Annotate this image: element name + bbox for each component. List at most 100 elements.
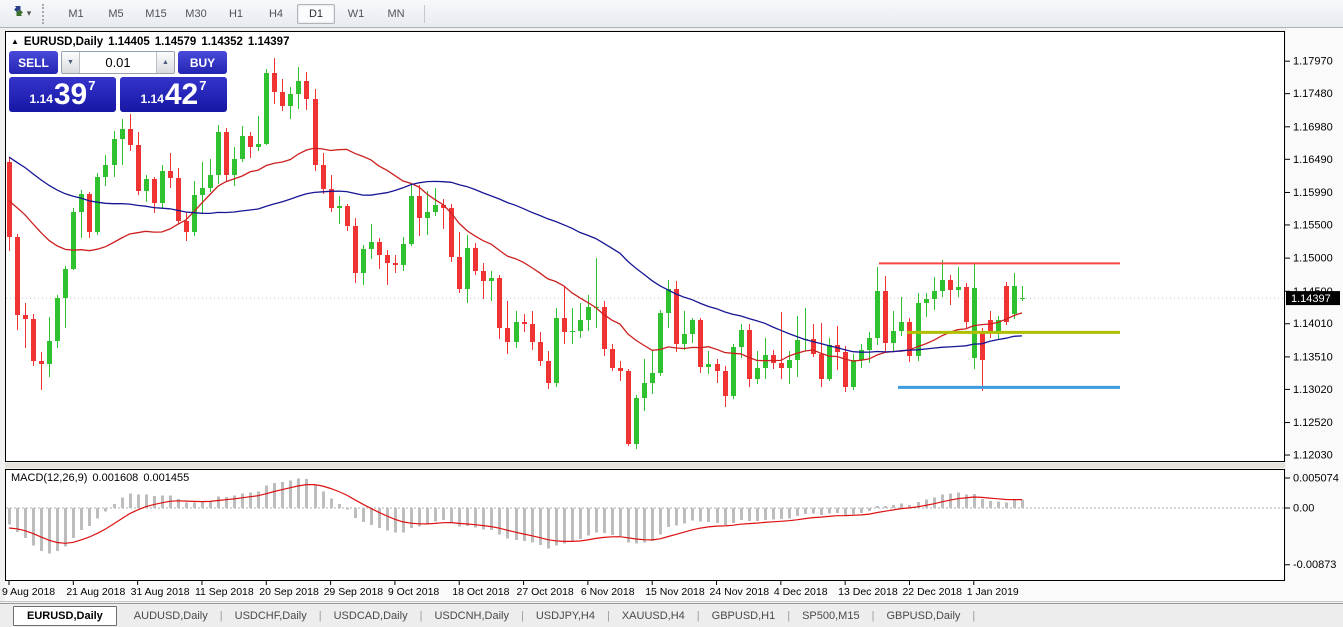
price-pane[interactable] (6, 58, 1284, 449)
ohlc-high: 1.14579 (154, 36, 197, 48)
timeframe-button-mn[interactable]: MN (387, 7, 405, 20)
chart-tab-audusd-daily[interactable]: AUDUSD,Daily (133, 609, 208, 622)
toolbar-separator (424, 4, 425, 23)
candles-layer (7, 58, 1025, 449)
chart-tab-usdchf-daily[interactable]: USDCHF,Daily (234, 609, 307, 622)
price-axis: 1.17970 1.17480 1.16980 1.16490 1.15990 1.155… (1285, 56, 1340, 462)
svg-text:15 Nov 2018: 15 Nov 2018 (645, 586, 705, 598)
buy-button[interactable]: BUY (178, 51, 227, 74)
ma-slow-line (8, 156, 1023, 353)
arrange-arrows-button[interactable]: ▾ (6, 3, 36, 25)
timeframe-button-m30[interactable]: M30 (185, 7, 207, 20)
svg-text:1.12030: 1.12030 (1293, 450, 1333, 462)
tab-separator: | (696, 609, 700, 622)
macd-name: MACD(12,26,9) (11, 472, 88, 484)
volume-input[interactable]: 0.01 (105, 55, 131, 70)
chart-tab-usdjpy-h4[interactable]: USDJPY,H4 (535, 609, 595, 622)
svg-text:4 Dec 2018: 4 Dec 2018 (774, 586, 828, 598)
chart-tab-gbpusd-h1[interactable]: GBPUSD,H1 (711, 609, 776, 622)
chart-title: ▲ EURUSD,Daily 1.14405 1.14579 1.14352 1.1439… (11, 36, 289, 48)
timeframe-buttons: M1 M5 M15 M30 H1 H4 D1 W1 MN (56, 3, 416, 24)
toolbar-grip-handle[interactable] (42, 3, 48, 24)
chart-tab-sp500-m15[interactable]: SP500,M15 (802, 609, 860, 622)
tab-separator: | (871, 609, 875, 622)
tab-separator: | (318, 609, 322, 622)
tab-separator: | (521, 609, 524, 622)
svg-text:1.17970: 1.17970 (1293, 56, 1333, 68)
macd-indicator-label: MACD(12,26,9) 0.001608 0.001455 (11, 472, 194, 484)
tab-separator: | (419, 609, 423, 622)
svg-text:13 Dec 2018: 13 Dec 2018 (838, 586, 898, 598)
timeframe-button-h1[interactable]: H1 (228, 7, 244, 20)
chart-tab-usdcnh-daily[interactable]: USDCNH,Daily (434, 609, 509, 622)
chevron-down-icon: ▾ (26, 8, 32, 18)
svg-text:21 Aug 2018: 21 Aug 2018 (66, 586, 125, 598)
arrange-arrows-icon (11, 4, 26, 23)
svg-text:11 Sep 2018: 11 Sep 2018 (195, 586, 254, 598)
macd-signal-value: 0.001455 (143, 472, 190, 484)
tab-separator: | (606, 609, 610, 622)
tab-separator: | (219, 609, 223, 622)
volume-decrease-button[interactable]: ▼ (62, 52, 80, 73)
svg-text:9 Oct 2018: 9 Oct 2018 (388, 586, 440, 598)
svg-text:24 Nov 2018: 24 Nov 2018 (710, 586, 770, 598)
timeframe-button-h4[interactable]: H4 (268, 7, 284, 20)
svg-text:31 Aug 2018: 31 Aug 2018 (131, 586, 190, 598)
current-price-value: 1.14397 (1291, 293, 1331, 305)
chart-tab-bar: EURUSD,Daily AUDUSD,Daily | USDCHF,Daily | US… (0, 603, 1343, 627)
sell-button[interactable]: SELL (9, 51, 58, 74)
sell-price-big: 39 (53, 78, 88, 112)
svg-text:1.13020: 1.13020 (1293, 384, 1333, 396)
svg-text:0.005074: 0.005074 (1293, 473, 1339, 485)
timeframe-button-w1[interactable]: W1 (347, 7, 365, 20)
pane-splitter[interactable] (5, 463, 1285, 468)
svg-text:1 Jan 2019: 1 Jan 2019 (967, 586, 1019, 598)
sell-price-prefix: 1.14 (29, 92, 53, 107)
svg-text:1.15000: 1.15000 (1293, 253, 1333, 265)
ohlc-low: 1.14352 (201, 36, 243, 48)
svg-text:9 Aug 2018: 9 Aug 2018 (2, 586, 55, 598)
svg-text:1.16980: 1.16980 (1293, 121, 1333, 133)
svg-text:1.13510: 1.13510 (1293, 351, 1333, 363)
symbol-marker-icon: ▲ (11, 37, 19, 46)
svg-text:1.15990: 1.15990 (1293, 187, 1333, 199)
svg-text:6 Nov 2018: 6 Nov 2018 (581, 586, 635, 598)
svg-text:29 Sep 2018: 29 Sep 2018 (324, 586, 384, 598)
timeframe-button-m15[interactable]: M15 (145, 7, 167, 20)
macd-pane[interactable] (6, 478, 1284, 554)
ohlc-close: 1.14397 (247, 36, 290, 48)
buy-price-prefix: 1.14 (140, 92, 164, 107)
timeframe-button-m1[interactable]: M1 (68, 7, 84, 20)
sell-price-button[interactable]: 1.14 39 7 (9, 77, 116, 112)
svg-text:1.16490: 1.16490 (1293, 154, 1333, 166)
time-axis: 9 Aug 2018 21 Aug 2018 31 Aug 2018 11 Sep 2… (2, 581, 1019, 598)
svg-text:1.12520: 1.12520 (1293, 417, 1333, 429)
ma-fast-line (8, 147, 1023, 362)
timeframe-button-m5[interactable]: M5 (108, 7, 124, 20)
svg-text:1.17480: 1.17480 (1293, 88, 1333, 100)
chart-tab-eurusd-daily[interactable]: EURUSD,Daily (13, 605, 117, 626)
svg-text:20 Sep 2018: 20 Sep 2018 (259, 586, 319, 598)
macd-axis: 0.005074 0.00 -0.00873 (1285, 473, 1339, 571)
svg-text:-0.00873: -0.00873 (1293, 559, 1336, 571)
buy-price-sup: 7 (199, 78, 207, 93)
timeframe-button-d1[interactable]: D1 (297, 3, 335, 24)
macd-main-value: 0.001608 (92, 472, 139, 484)
volume-increase-button[interactable]: ▲ (156, 52, 174, 73)
chart-tab-usdcad-daily[interactable]: USDCAD,Daily (333, 609, 408, 622)
svg-text:27 Oct 2018: 27 Oct 2018 (517, 586, 574, 598)
timeframe-toolbar: ▾ M1 M5 M15 M30 H1 H4 D1 W1 MN (0, 0, 1343, 28)
tab-separator: | (972, 609, 976, 622)
tab-separator: | (787, 609, 791, 622)
buy-price-button[interactable]: 1.14 42 7 (120, 77, 227, 112)
sell-price-sup: 7 (88, 78, 96, 93)
svg-text:22 Dec 2018: 22 Dec 2018 (902, 586, 962, 598)
chart-tab-xauusd-h4[interactable]: XAUUSD,H4 (621, 609, 685, 622)
current-price-tag (1286, 291, 1340, 306)
chart-tab-gbpusd-daily[interactable]: GBPUSD,Daily (886, 609, 961, 622)
svg-text:18 Oct 2018: 18 Oct 2018 (452, 586, 509, 598)
macd-histogram (8, 478, 1024, 554)
buy-price-big: 42 (164, 78, 199, 112)
